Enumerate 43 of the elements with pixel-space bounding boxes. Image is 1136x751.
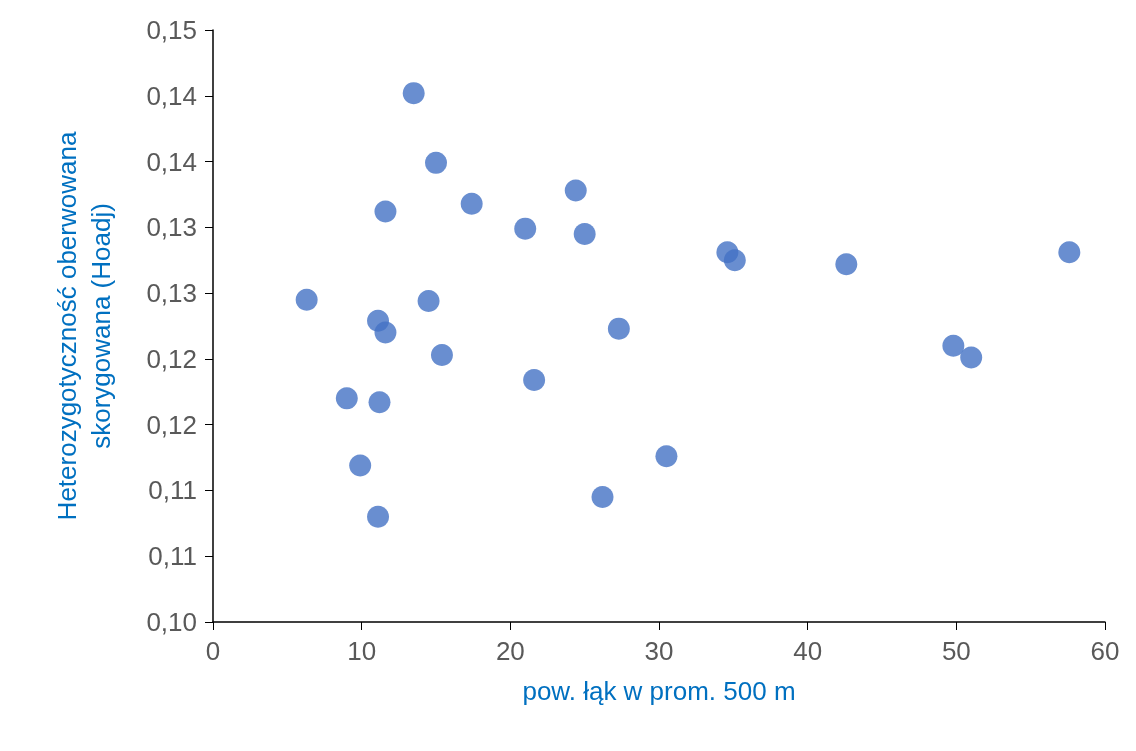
x-tick-label: 60 — [1090, 636, 1120, 666]
point — [591, 486, 614, 509]
y-tick-label: 0,10 — [146, 607, 197, 637]
point — [523, 368, 546, 391]
y-tick-label: 0,13 — [146, 212, 197, 243]
point — [835, 253, 858, 276]
y-tick-label: 0,11 — [148, 475, 197, 506]
point — [514, 217, 537, 240]
point — [430, 343, 453, 366]
y-tick-label: 0,12 — [146, 343, 197, 374]
point — [368, 391, 391, 414]
point — [573, 222, 596, 245]
point — [942, 334, 965, 357]
point — [655, 445, 678, 468]
y-tick-label: 0,12 — [146, 409, 197, 440]
point — [723, 249, 746, 272]
y-tick-label: 0,13 — [146, 278, 197, 309]
x-tick-label: 50 — [941, 636, 971, 666]
point — [349, 454, 372, 477]
point — [374, 321, 397, 344]
y-tick-label: 0,15 — [146, 15, 197, 45]
point — [425, 151, 447, 174]
point — [402, 82, 425, 105]
point — [460, 192, 483, 215]
point — [960, 346, 983, 369]
point — [295, 288, 318, 311]
y-tick-label: 0,11 — [148, 541, 197, 572]
x-tick-label: 40 — [793, 636, 823, 666]
point — [374, 200, 397, 223]
point — [335, 387, 358, 410]
point — [564, 179, 587, 202]
x-tick-label: 0 — [205, 636, 221, 666]
x-tick-label: 30 — [644, 636, 674, 666]
y-axis-title: Heterozygotyczność oberwowana skorygowana (Hoadj) — [52, 131, 116, 521]
x-axis-title: pow. łąk w prom. 500 m — [522, 676, 796, 706]
y-tick-label: 0,14 — [146, 80, 197, 111]
point — [607, 317, 630, 340]
x-tick-label: 10 — [347, 636, 377, 666]
point — [417, 290, 440, 312]
y-tick-label: 0,14 — [146, 146, 197, 177]
x-tick-label: 20 — [495, 636, 525, 666]
point — [1058, 241, 1081, 264]
point — [367, 505, 390, 528]
